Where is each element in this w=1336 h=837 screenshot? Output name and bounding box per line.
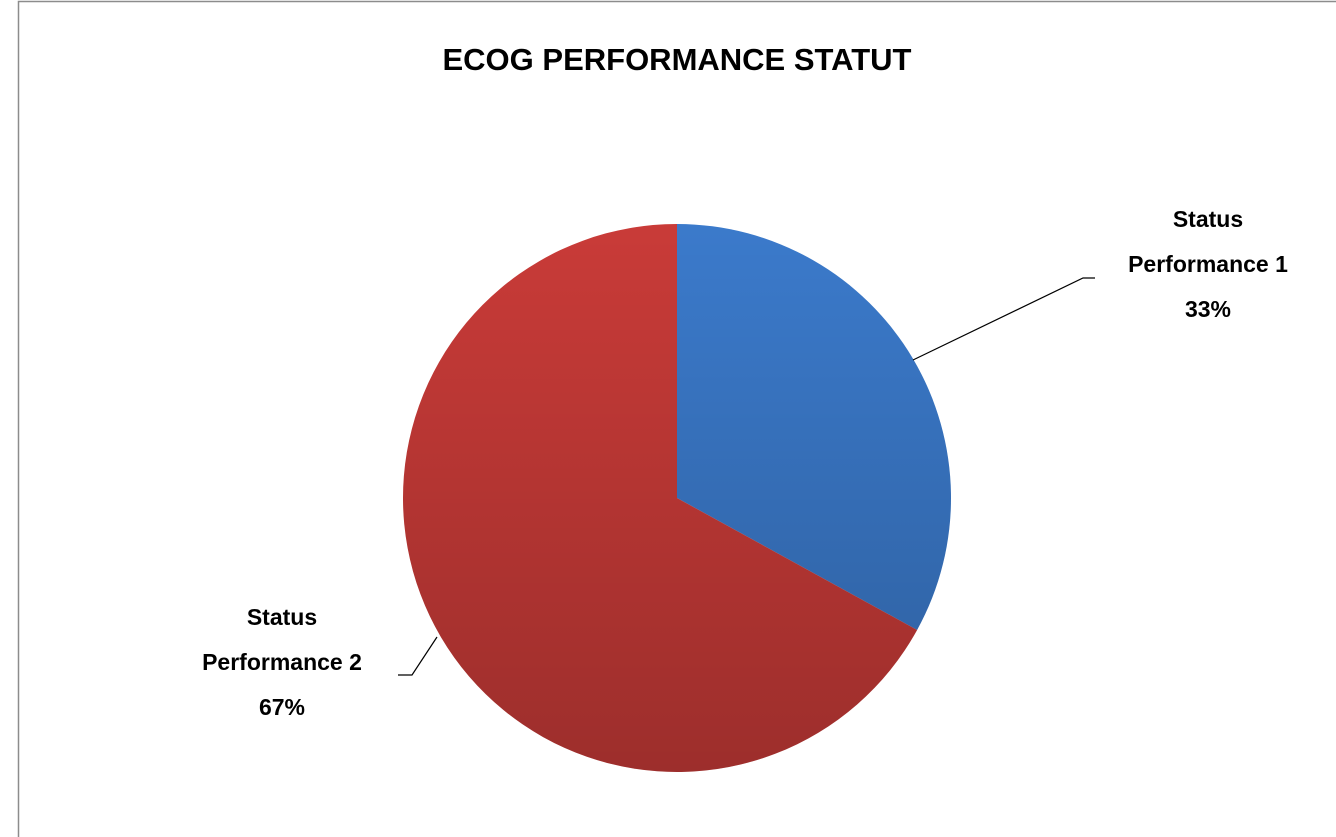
slice-category: Status Performance 2: [202, 604, 362, 675]
slice-value-label: 67%: [258, 694, 306, 720]
leader-line: [912, 277, 1095, 361]
slice-shade: [677, 224, 951, 631]
slice-value-label: 33%: [1184, 296, 1232, 322]
leader-line: [398, 636, 438, 676]
chart-border: [17, 0, 1336, 837]
slice-category: Status Performance 1: [1128, 206, 1288, 277]
slice-shade: [402, 224, 918, 773]
chart-title: ECOG PERFORMANCE STATUT: [442, 42, 912, 77]
